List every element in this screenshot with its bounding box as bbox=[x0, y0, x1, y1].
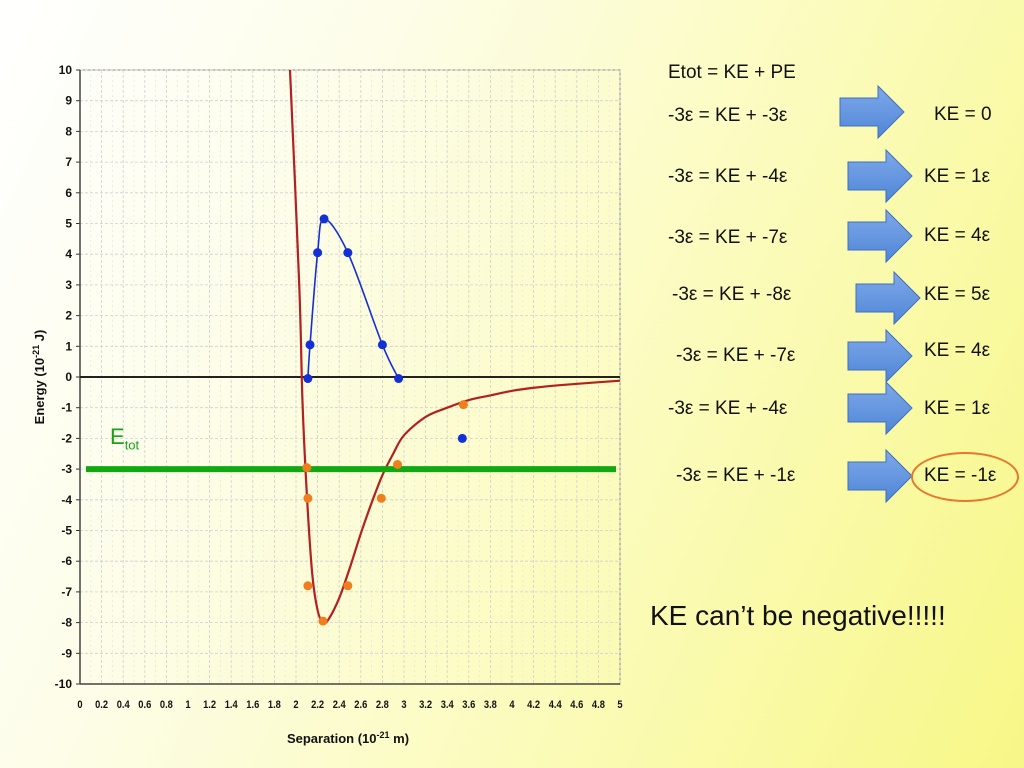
equation-text: -3ε = KE + -1ε bbox=[676, 465, 796, 486]
x-tick-label: 1 bbox=[185, 699, 190, 711]
x-tick-label: 2.4 bbox=[333, 699, 346, 711]
potential-point bbox=[458, 400, 468, 410]
potential-energy-curve bbox=[288, 69, 621, 625]
data-points-layer bbox=[302, 214, 468, 626]
kinetic-point bbox=[313, 248, 323, 258]
equation-text: -3ε = KE + -7ε bbox=[676, 345, 796, 366]
right-arrow-icon bbox=[854, 270, 922, 326]
etot-label: Etot bbox=[110, 424, 140, 453]
equation-text: -3ε = KE + -3ε bbox=[668, 105, 788, 126]
kinetic-energy-result: KE = 5ε bbox=[924, 284, 991, 305]
x-tick-label: 4.6 bbox=[570, 699, 583, 711]
y-tick-label: 9 bbox=[65, 94, 72, 108]
kinetic-energy-result: KE = 1ε bbox=[924, 166, 991, 187]
x-tick-label: 3.2 bbox=[419, 699, 432, 711]
kinetic-point bbox=[319, 214, 329, 224]
x-tick-label: 2.6 bbox=[354, 699, 367, 711]
y-tick-label: 7 bbox=[65, 155, 72, 169]
equation-text: -3ε = KE + -7ε bbox=[668, 227, 788, 248]
x-tick-label: 1.6 bbox=[246, 699, 259, 711]
x-tick-label: 0.4 bbox=[117, 699, 130, 711]
kinetic-point bbox=[394, 374, 404, 384]
y-tick-label: -6 bbox=[61, 554, 72, 568]
kinetic-energy-result: KE = 0 bbox=[934, 104, 992, 125]
y-tick-label: 4 bbox=[65, 247, 72, 261]
y-tick-label: 10 bbox=[59, 63, 73, 77]
right-arrow-icon bbox=[838, 84, 906, 140]
x-tick-labels: 0 0.2 0.4 0.6 0.8 1 1.2 1.4 1.6 1.8 2 2.2 2.4 2.6 2.8 3… bbox=[77, 699, 622, 711]
x-tick-label: 2.8 bbox=[376, 699, 389, 711]
x-tick-label: 1.4 bbox=[225, 699, 238, 711]
energy-equation-header: Etot = KE + PE bbox=[668, 62, 796, 83]
y-tick-label: 0 bbox=[65, 370, 72, 384]
x-tick-label: 4.2 bbox=[527, 699, 540, 711]
x-tick-label: 0.6 bbox=[138, 699, 151, 711]
x-tick-label: 2 bbox=[293, 699, 298, 711]
x-tick-label: 1.8 bbox=[268, 699, 281, 711]
y-tick-label: -2 bbox=[61, 431, 72, 445]
x-tick-label: 0.8 bbox=[160, 699, 173, 711]
right-arrow-icon bbox=[846, 448, 914, 504]
right-arrow-icon bbox=[846, 208, 914, 264]
x-tick-label: 1.2 bbox=[203, 699, 216, 711]
kinetic-energy-curve bbox=[307, 218, 400, 379]
potential-point bbox=[302, 463, 312, 473]
potential-point bbox=[303, 581, 313, 591]
x-tick-label: 4.8 bbox=[592, 699, 605, 711]
kinetic-point bbox=[305, 340, 315, 350]
conclusion-text: KE can’t be negative!!!!! bbox=[650, 600, 946, 631]
kinetic-energy-result: KE = 4ε bbox=[924, 340, 991, 361]
y-tick-label: 3 bbox=[65, 278, 72, 292]
x-tick-label: 4 bbox=[509, 699, 514, 711]
y-tick-label: 1 bbox=[65, 339, 72, 353]
x-tick-label: 3.8 bbox=[484, 699, 497, 711]
y-tick-label: -10 bbox=[55, 677, 73, 691]
y-tick-label: -7 bbox=[61, 585, 72, 599]
x-tick-label: 3.6 bbox=[462, 699, 475, 711]
x-axis-label: Separation (10-21 m) bbox=[287, 730, 409, 746]
y-tick-label: 5 bbox=[65, 217, 72, 231]
x-tick-label: 4.4 bbox=[549, 699, 562, 711]
kinetic-energy-result: KE = 4ε bbox=[924, 225, 991, 246]
x-tick-label: 0 bbox=[77, 699, 82, 711]
kinetic-point bbox=[343, 248, 353, 258]
potential-point bbox=[393, 459, 403, 469]
kinetic-energy-result: KE = 1ε bbox=[924, 398, 991, 419]
grid bbox=[76, 69, 621, 685]
right-arrow-icon bbox=[846, 148, 914, 204]
equation-text: -3ε = KE + -8ε bbox=[672, 284, 792, 305]
x-tick-label: 2.2 bbox=[311, 699, 324, 711]
y-tick-label: 6 bbox=[65, 186, 72, 200]
y-tick-label: -9 bbox=[61, 646, 72, 660]
equation-text: -3ε = KE + -4ε bbox=[668, 166, 788, 187]
right-arrow-icon bbox=[846, 380, 914, 436]
right-arrow-icon bbox=[846, 328, 914, 384]
equation-text: -3ε = KE + -4ε bbox=[668, 398, 788, 419]
potential-point bbox=[376, 493, 386, 503]
y-tick-label: 2 bbox=[65, 309, 72, 323]
y-tick-label: 8 bbox=[65, 124, 72, 138]
kinetic-point bbox=[457, 433, 467, 443]
y-tick-label: -1 bbox=[61, 401, 72, 415]
y-tick-label: -8 bbox=[61, 616, 72, 630]
x-tick-label: 3.4 bbox=[441, 699, 454, 711]
highlight-circle bbox=[911, 452, 1019, 502]
kinetic-point bbox=[303, 374, 313, 384]
x-tick-label: 0.2 bbox=[95, 699, 108, 711]
x-tick-label: 3 bbox=[401, 699, 406, 711]
y-axis-label: Energy (10-21 J) bbox=[31, 330, 47, 425]
y-tick-label: -4 bbox=[61, 493, 72, 507]
kinetic-point bbox=[377, 340, 387, 350]
potential-point bbox=[303, 493, 313, 503]
x-tick-label: 5 bbox=[617, 699, 622, 711]
potential-point bbox=[318, 616, 328, 626]
y-tick-label: -3 bbox=[61, 462, 72, 476]
y-tick-label: -5 bbox=[61, 524, 72, 538]
potential-point bbox=[343, 581, 353, 591]
